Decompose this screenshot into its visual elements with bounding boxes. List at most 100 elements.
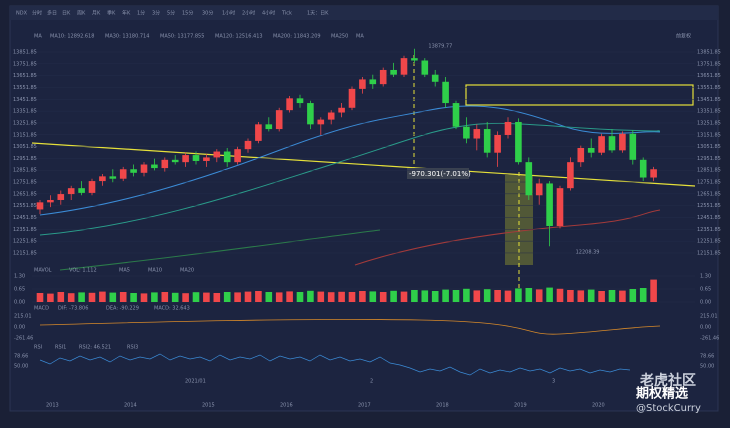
y-tick-label: 13651.85	[13, 73, 37, 79]
volume-bar	[379, 292, 387, 302]
candle-body	[140, 164, 148, 173]
volume-bar	[587, 289, 595, 302]
candle-body	[67, 188, 75, 195]
candle-body	[130, 169, 137, 173]
candle-body	[400, 58, 408, 75]
period-tab[interactable]: 周K	[77, 11, 86, 17]
period-tab[interactable]: 15分	[182, 10, 193, 17]
adjust-button[interactable]: 前复权	[676, 33, 691, 40]
y-tick-label: 12751.85	[697, 180, 721, 186]
period-tab[interactable]: 年K	[122, 10, 131, 17]
y-tick-label: 12651.85	[697, 191, 721, 197]
y-tick-label: 13351.85	[697, 109, 721, 115]
y-tick-label: 12451.85	[697, 215, 721, 221]
volume-legend: MA5	[119, 268, 130, 274]
macd-tick: 215.01	[14, 314, 32, 320]
volume-bar	[140, 293, 148, 302]
candle-body	[317, 119, 325, 125]
period-tab[interactable]: Tick	[281, 11, 292, 17]
period-tab[interactable]: 30分	[202, 10, 213, 17]
volume-bar	[473, 290, 481, 302]
candle-body	[171, 159, 179, 163]
macd-tick: 215.01	[700, 314, 718, 320]
volume-bar	[463, 288, 470, 302]
candle-body	[286, 98, 293, 111]
y-tick-label: 13051.85	[697, 144, 721, 150]
volume-bar	[400, 291, 408, 302]
candle-body	[36, 202, 44, 210]
candle-body	[119, 169, 127, 179]
volume-bar	[182, 293, 189, 302]
y-tick-label: 13751.85	[13, 61, 37, 67]
candle-body	[411, 58, 418, 61]
volume-bar	[442, 289, 449, 302]
y-tick-label: 12751.85	[13, 180, 37, 186]
volume-bar	[275, 292, 283, 302]
period-tab[interactable]: 1分	[137, 10, 145, 17]
year-label: 2016	[280, 403, 293, 409]
volume-tick-label: 0.65	[14, 287, 25, 293]
candle-body	[494, 134, 501, 153]
candle-body	[265, 124, 273, 130]
volume-bar	[431, 291, 439, 302]
period-tab[interactable]: 日K	[62, 11, 71, 17]
y-tick-label: 12251.85	[13, 239, 37, 245]
period-tab[interactable]: 5分	[167, 10, 175, 17]
period-tab[interactable]: 1小时	[222, 10, 235, 17]
macd-tick: 0.00	[700, 325, 711, 331]
year-label: 2015	[202, 403, 215, 409]
period-tab[interactable]: 季K	[107, 10, 116, 17]
y-tick-label: 12551.85	[13, 203, 37, 209]
ma-legend: MA200: 11843.209	[273, 34, 321, 40]
volume-bar	[359, 291, 366, 302]
macd-legend: DEA: -90.229	[106, 306, 139, 312]
candle-body	[88, 181, 96, 193]
candle-body	[650, 169, 657, 178]
candle-body	[275, 110, 283, 130]
volume-bar	[619, 290, 626, 302]
y-tick-label: 12151.85	[13, 250, 37, 256]
toolbar	[10, 6, 718, 20]
trend-line	[31, 142, 696, 187]
y-tick-label: 12851.85	[697, 168, 721, 174]
period-tab[interactable]: 3分	[152, 10, 160, 17]
year-label: 2013	[46, 403, 59, 409]
period-tab[interactable]: 多日	[47, 10, 57, 17]
volume-bar	[421, 290, 429, 302]
y-tick-label: 13851.85	[13, 50, 37, 56]
period-tab[interactable]: 4小时	[262, 10, 275, 17]
y-tick-label: 13351.85	[13, 109, 37, 115]
volume-bar	[213, 293, 221, 302]
volume-legend: VOL: 1.112	[69, 268, 97, 274]
ma-legend: MA120: 12516.413	[215, 34, 263, 40]
volume-bar	[234, 292, 241, 302]
volume-bar	[255, 291, 262, 302]
candle-body	[244, 140, 252, 150]
candle-body	[452, 103, 460, 127]
candle-body	[296, 98, 304, 104]
volume-bar	[556, 288, 564, 302]
low-label: 12208.39	[576, 250, 600, 256]
volume-bar	[535, 289, 543, 302]
watermark: @StockCurry	[636, 403, 701, 414]
candle-body	[463, 126, 470, 139]
high-label: 13879.77	[428, 44, 452, 50]
candle-body	[473, 129, 481, 139]
volume-bar	[151, 292, 158, 302]
period-tab[interactable]: 分时	[32, 10, 42, 17]
period-tab[interactable]: 月K	[92, 11, 101, 17]
rsi-legend: RSI3	[127, 345, 138, 351]
y-tick-label: 13251.85	[13, 120, 37, 126]
volume-tick-label: 1.30	[700, 274, 711, 280]
y-tick-label: 13051.85	[13, 144, 37, 150]
period-tab[interactable]: 1天：日K	[307, 11, 329, 17]
y-tick-label: 12951.85	[697, 156, 721, 162]
volume-tick-label: 0.00	[14, 300, 25, 306]
y-tick-label: 12951.85	[13, 156, 37, 162]
period-tab[interactable]: 2小时	[242, 10, 255, 17]
resistance-box	[465, 84, 694, 106]
volume-bar	[650, 279, 657, 302]
volume-bar	[483, 289, 491, 302]
y-tick-label: 12151.85	[697, 250, 721, 256]
ma-legend: MA30: 13180.714	[105, 34, 149, 40]
